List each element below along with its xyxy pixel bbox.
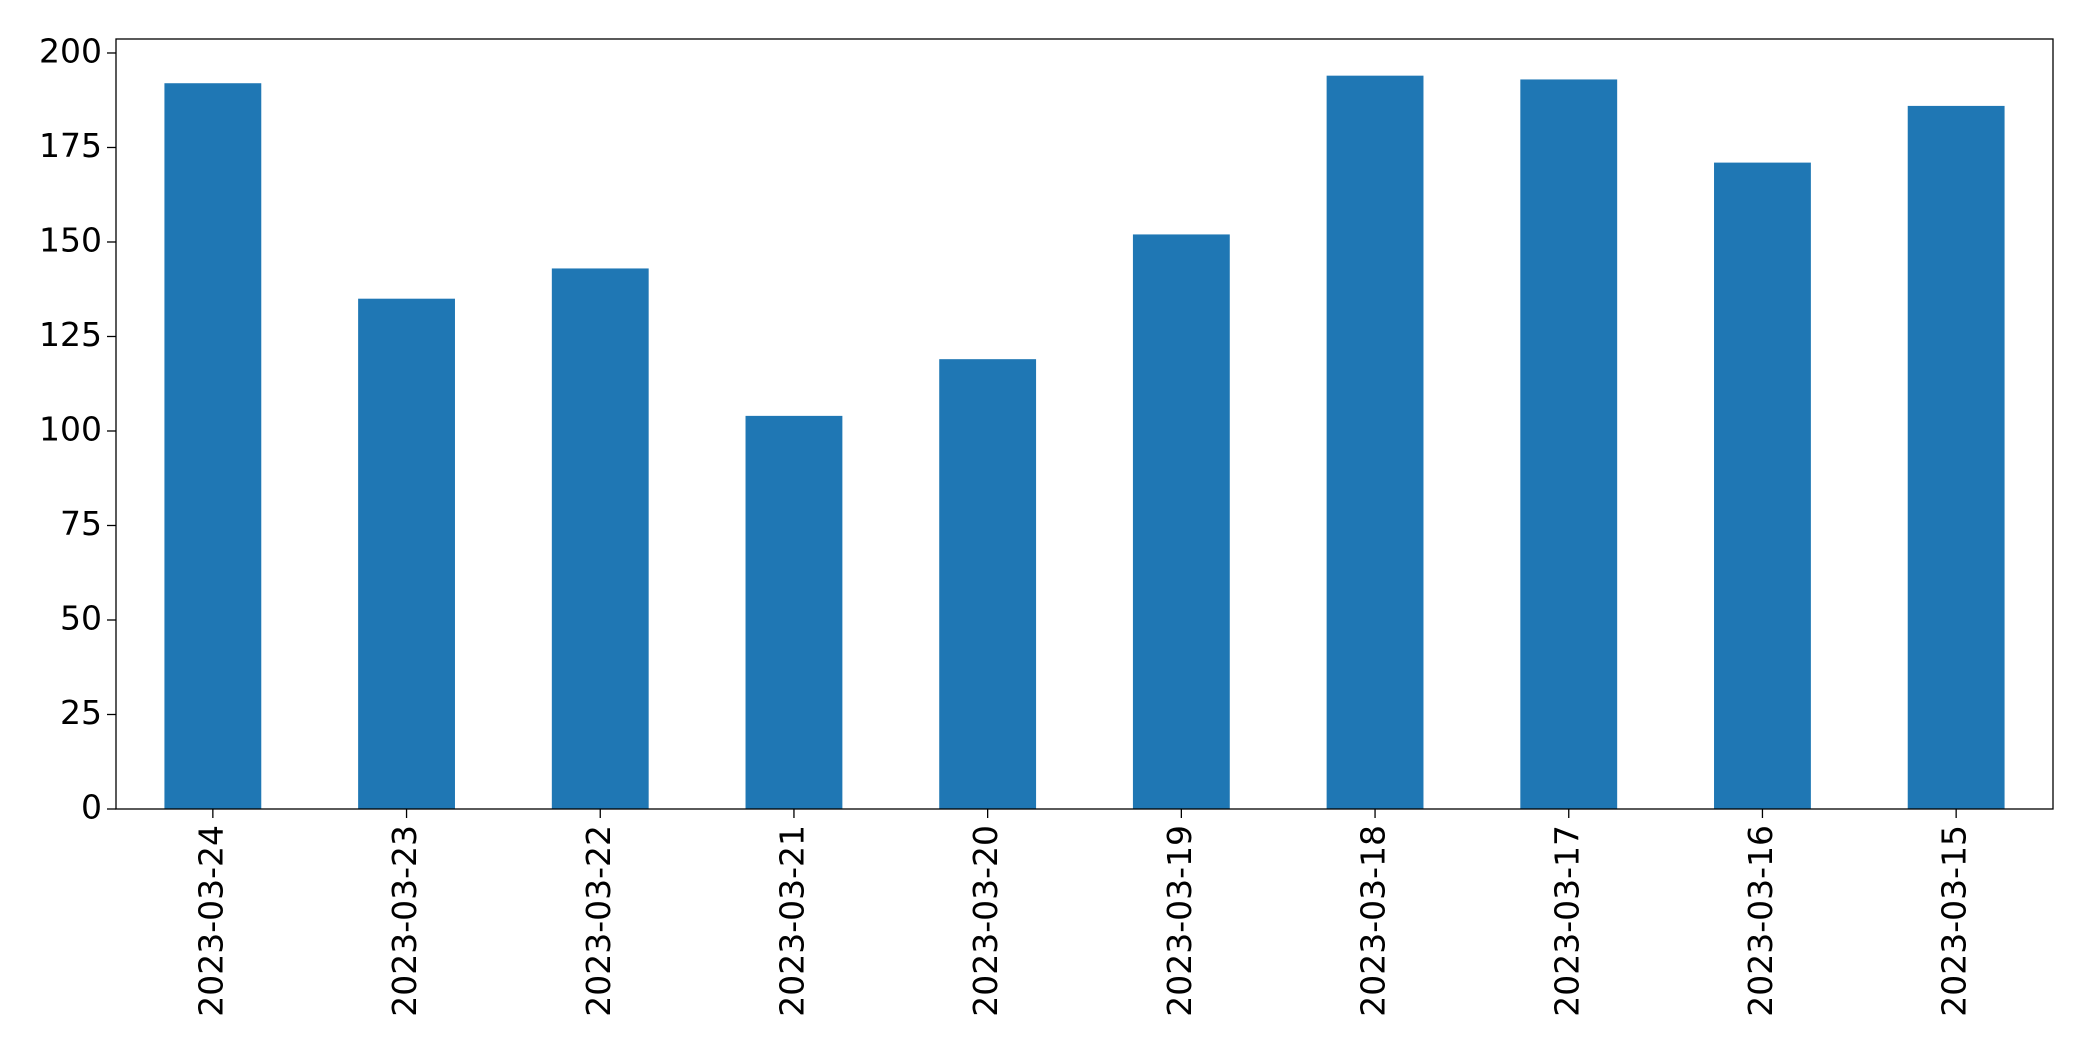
x-tick-label: 2023-03-18 [1354,825,1393,1017]
bar [1907,105,2005,809]
x-tick-label: 2023-03-19 [1160,825,1199,1017]
x-tick-label: 2023-03-24 [191,825,230,1017]
y-tick-label: 75 [60,504,102,543]
bar [745,415,843,809]
y-tick-label: 50 [60,598,102,637]
x-tick-label: 2023-03-23 [385,825,424,1017]
x-tick-label: 2023-03-16 [1741,825,1780,1017]
bar [358,298,455,809]
y-tick-label: 125 [39,315,102,354]
x-tick-label: 2023-03-21 [772,825,811,1017]
y-tick-label: 25 [60,693,102,732]
y-tick-label: 0 [81,788,102,827]
y-tick-label: 175 [39,126,102,165]
bar [1132,234,1230,809]
y-tick-label: 200 [39,31,102,70]
bar [1520,79,1618,810]
bar [164,83,262,809]
y-tick-label: 150 [39,220,102,259]
y-tick-label: 100 [39,409,102,448]
x-tick-label: 2023-03-22 [579,825,618,1017]
x-tick-label: 2023-03-17 [1547,825,1586,1017]
bar [1326,75,1424,809]
bar [939,359,1037,809]
x-tick-label: 2023-03-15 [1935,825,1974,1017]
bar [1714,162,1811,809]
bar [551,268,649,809]
x-tick-label: 2023-03-20 [966,825,1005,1017]
plot-frame [115,38,2054,810]
